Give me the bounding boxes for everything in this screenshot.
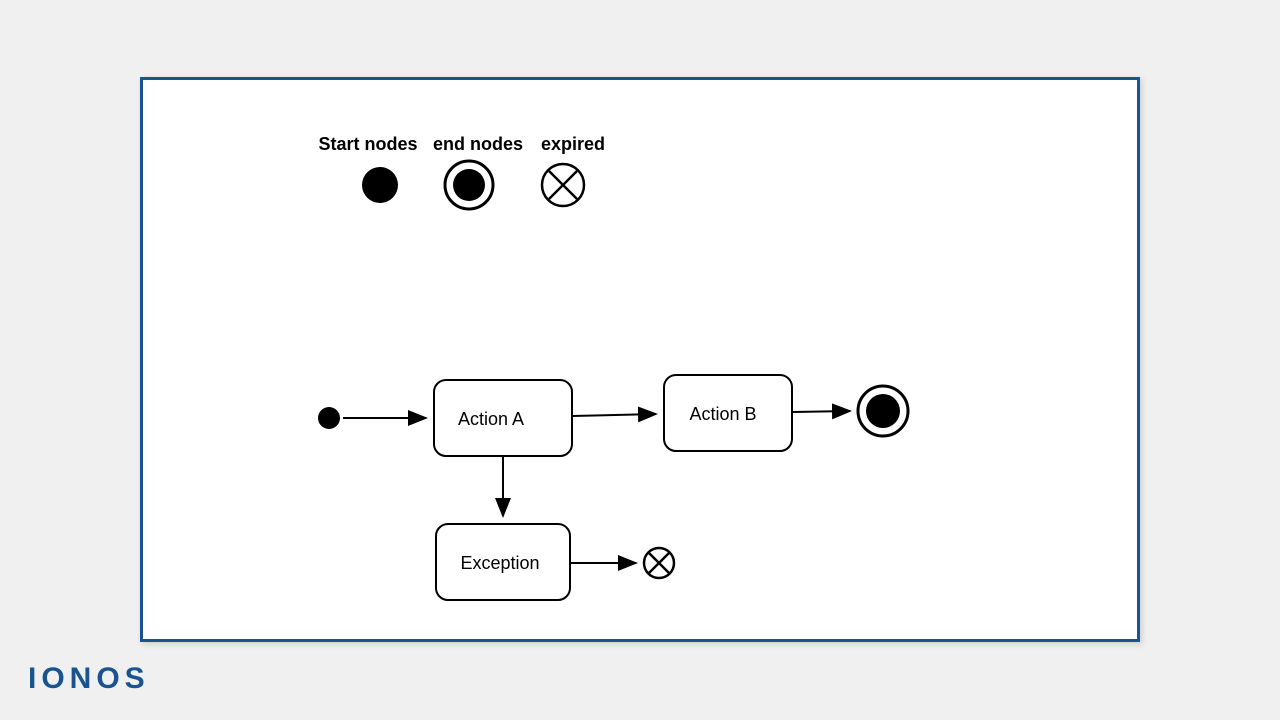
edge-actionA-actionB <box>573 414 656 416</box>
node-start <box>318 407 340 429</box>
node-actionA-label: Action A <box>458 409 524 429</box>
legend-start-label: Start nodes <box>318 134 417 154</box>
node-end-inner <box>866 394 900 428</box>
legend-end-label: end nodes <box>433 134 523 154</box>
diagram-svg: Start nodes end nodes expired Action A A… <box>143 80 1137 639</box>
legend-start-icon <box>362 167 398 203</box>
legend-end-icon-inner <box>453 169 485 201</box>
brand-logo: IONOS <box>28 662 150 696</box>
edge-actionB-end <box>793 411 850 412</box>
diagram-frame: Start nodes end nodes expired Action A A… <box>140 77 1140 642</box>
node-actionB-label: Action B <box>689 404 756 424</box>
legend-expired-label: expired <box>541 134 605 154</box>
node-exception-label: Exception <box>460 553 539 573</box>
